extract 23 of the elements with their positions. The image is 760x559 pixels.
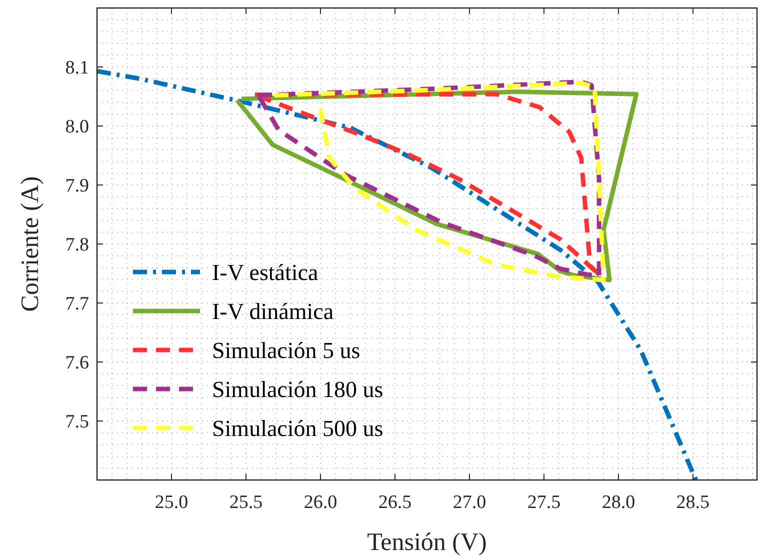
x-tick-label: 27.5 (527, 492, 561, 513)
y-tick-label: 7.8 (65, 234, 89, 256)
legend-label: Simulación 5 us (212, 338, 360, 364)
y-tick-label: 8.1 (65, 58, 89, 79)
y-tick-label: 7.9 (65, 176, 89, 197)
x-tick-label: 25.0 (154, 492, 188, 513)
line-series (94, 68, 698, 482)
legend-label: Simulación 180 us (212, 377, 384, 402)
y-tick-label: 8.0 (65, 116, 89, 138)
x-tick-label: 26.0 (304, 492, 338, 513)
x-tick-label: 28.0 (602, 492, 636, 513)
y-axis-title: Corriente (A) (17, 176, 44, 312)
legend-label: I-V estática (212, 260, 318, 286)
x-tick-label: 25.5 (229, 492, 263, 513)
x-tick-label: 27.0 (452, 492, 486, 513)
x-tick-label: 28.5 (676, 492, 710, 513)
y-tick-label: 7.6 (65, 352, 89, 374)
y-tick-label: 7.5 (65, 412, 89, 433)
y-tick-label: 7.7 (65, 294, 89, 315)
legend-label: I-V dinámica (212, 299, 334, 324)
legend-label: Simulación 500 us (212, 416, 384, 442)
x-axis-title: Tensión (V) (367, 529, 487, 556)
x-tick-label: 26.5 (378, 492, 412, 513)
